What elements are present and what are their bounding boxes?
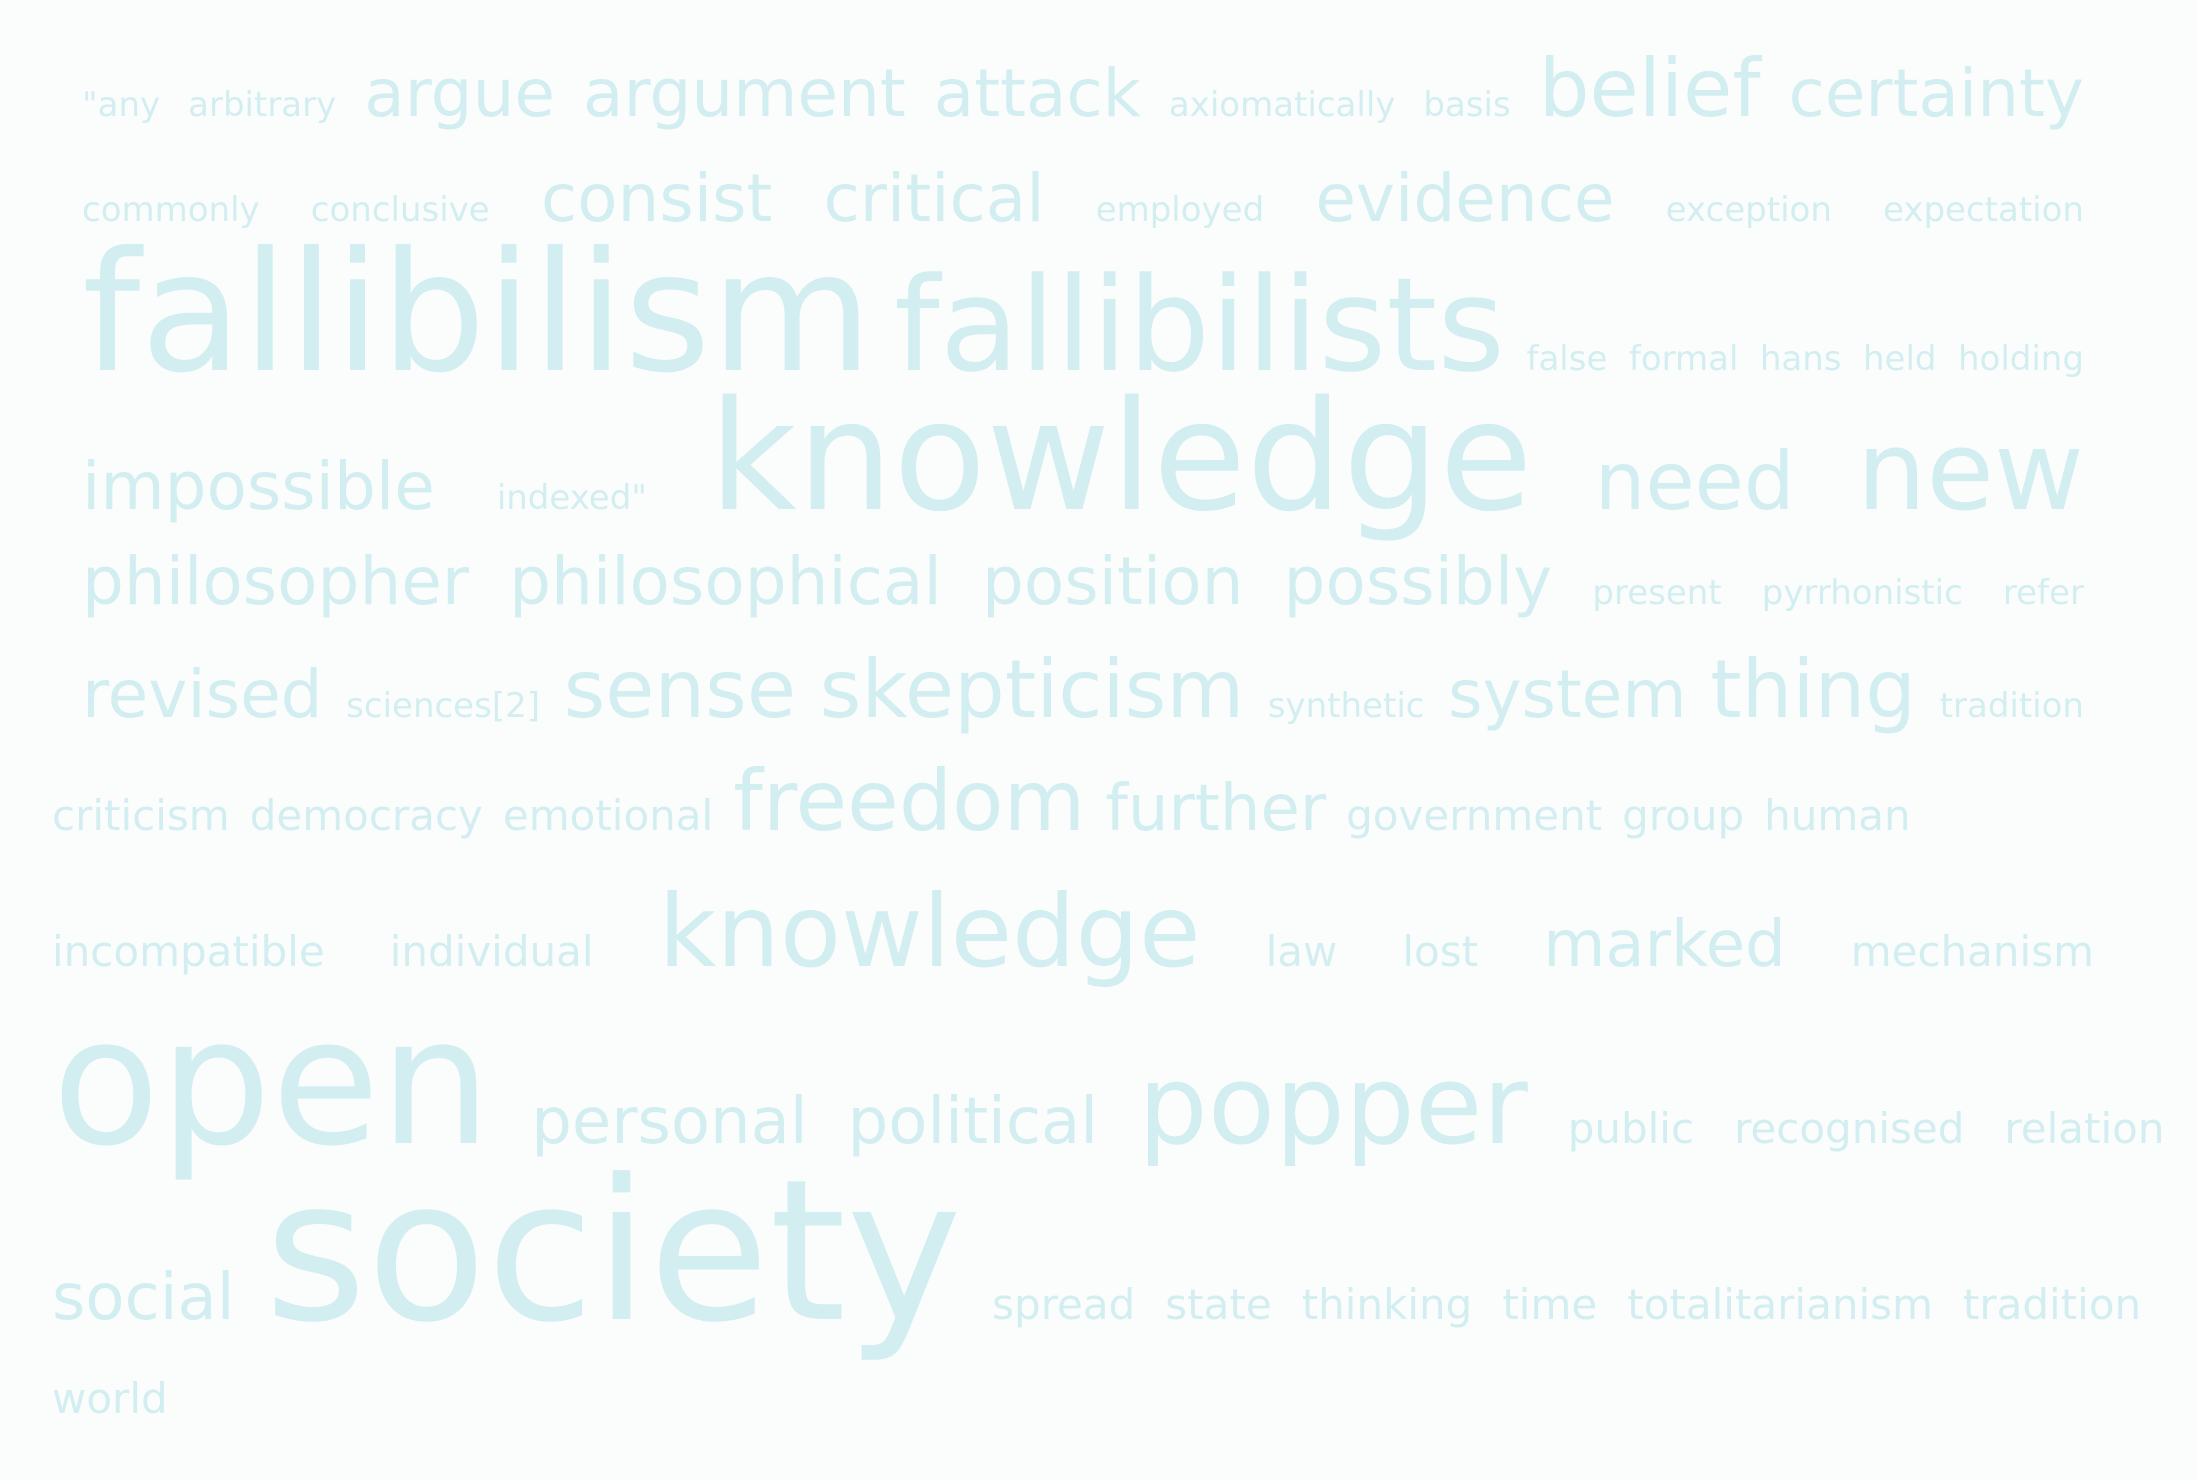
word-new: new — [1856, 407, 2084, 536]
word-any: "any — [82, 85, 161, 126]
word-cloud-fallibilism: "any arbitrary argue argument attack axiomati… — [82, 49, 2084, 730]
word-time: time — [1502, 1280, 1598, 1330]
word-public: public — [1567, 1104, 1695, 1154]
word-argue: argue — [364, 55, 555, 133]
word-skepticism: skepticism — [819, 643, 1245, 737]
cloud-row: social society spread state thinking time tota… — [52, 1154, 2141, 1350]
word-marked: marked — [1543, 908, 1786, 982]
word-knowledge: knowledge — [658, 873, 1201, 990]
word-expectation: expectation — [1883, 189, 2084, 230]
word-recognised: recognised — [1734, 1104, 1965, 1154]
word-sciences-2: sciences[2] — [346, 686, 540, 727]
word-popper: popper — [1138, 1041, 1528, 1170]
word-exception: exception — [1665, 189, 1832, 230]
word-totalitarianism: totalitarianism — [1627, 1280, 1933, 1330]
word-individual: individual — [389, 927, 594, 976]
word-axiomatically: axiomatically — [1168, 85, 1396, 126]
word-relation: relation — [2004, 1104, 2165, 1154]
word-tradition: tradition — [1962, 1280, 2142, 1330]
word-mechanism: mechanism — [1850, 927, 2095, 976]
word-group: group — [1622, 791, 1745, 841]
word-human: human — [1764, 791, 1911, 841]
word-law: law — [1265, 927, 1338, 976]
cloud-row: "any arbitrary argue argument attack axiomati… — [82, 49, 2084, 129]
word-evidence: evidence — [1315, 159, 1615, 237]
word-philosopher: philosopher — [82, 542, 470, 620]
word-sense: sense — [563, 643, 797, 737]
word-need: need — [1594, 435, 1795, 529]
word-incompatible: incompatible — [52, 927, 325, 976]
cloud-row: commonly conclusive consist critical employe… — [82, 159, 2084, 237]
cloud-row: incompatible individual knowledge law lost ma… — [52, 882, 2094, 982]
word-lost: lost — [1402, 927, 1479, 976]
cloud-row: world — [52, 1378, 168, 1420]
word-political: political — [847, 1085, 1099, 1160]
word-freedom: freedom — [733, 752, 1086, 851]
word-pyrrhonistic: pyrrhonistic — [1761, 572, 1963, 613]
word-belief: belief — [1538, 42, 1761, 136]
word-possibly: possibly — [1283, 542, 1553, 620]
word-revised: revised — [82, 656, 323, 734]
cloud-row: impossible indexed" knowledge need new — [82, 381, 2084, 533]
word-democracy: democracy — [249, 791, 483, 841]
word-arbitrary: arbitrary — [188, 85, 337, 126]
word-present: present — [1592, 572, 1722, 613]
cloud-row: criticism democracy emotional freedom furthe… — [52, 759, 1911, 843]
word-refer: refer — [2002, 572, 2084, 613]
word-world: world — [52, 1374, 168, 1424]
word-spread: spread — [992, 1280, 1136, 1330]
word-society: society — [264, 1138, 963, 1367]
word-state: state — [1165, 1280, 1272, 1330]
word-position: position — [981, 542, 1244, 620]
word-certainty: certainty — [1788, 55, 2084, 133]
word-hans: hans — [1759, 338, 1842, 379]
word-critical: critical — [823, 159, 1045, 237]
word-further: further — [1105, 772, 1327, 847]
word-criticism: criticism — [52, 791, 230, 841]
word-held: held — [1863, 338, 1937, 379]
word-system: system — [1448, 656, 1687, 734]
word-open: open — [52, 980, 492, 1186]
word-thing: thing — [1710, 643, 1917, 737]
word-false: false — [1526, 338, 1608, 379]
word-attack: attack — [933, 55, 1141, 133]
word-indexed: indexed" — [496, 478, 647, 519]
word-synthetic: synthetic — [1267, 686, 1425, 727]
cloud-row: philosopher philosophical position possibly… — [82, 542, 2084, 620]
word-commonly: commonly — [82, 189, 260, 230]
cloud-row: revised sciences[2] sense skepticism synthet… — [82, 650, 2084, 730]
word-consist: consist — [540, 159, 773, 237]
cloud-row: fallibilism fallibilists false formal hans he… — [82, 216, 2084, 410]
word-government: government — [1346, 791, 1603, 841]
word-thinking: thinking — [1301, 1280, 1473, 1330]
word-fallibilism: fallibilism — [82, 216, 873, 410]
word-impossible: impossible — [82, 448, 435, 526]
word-argument: argument — [583, 55, 906, 133]
word-tradition: tradition — [1939, 686, 2084, 727]
word-social: social — [52, 1261, 235, 1336]
word-employed: employed — [1095, 189, 1265, 230]
word-holding: holding — [1957, 338, 2084, 379]
word-philosophical: philosophical — [509, 542, 942, 620]
word-cloud-open-society: criticism democracy emotional freedom furthe… — [0, 740, 2198, 1480]
word-basis: basis — [1423, 85, 1511, 126]
word-personal: personal — [531, 1085, 808, 1160]
word-knowledge: knowledge — [708, 368, 1533, 546]
cloud-row: open personal political popper public recogni… — [52, 995, 2164, 1171]
word-conclusive: conclusive — [310, 189, 490, 230]
word-formal: formal — [1628, 338, 1739, 379]
word-fallibilists: fallibilists — [893, 248, 1506, 401]
word-emotional: emotional — [502, 791, 714, 841]
